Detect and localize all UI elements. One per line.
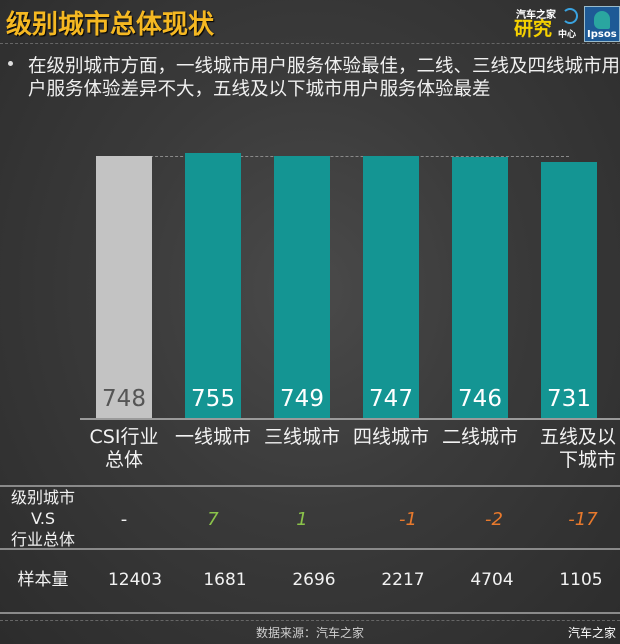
category-line-1: 五线及以 xyxy=(539,426,616,448)
sample-value: 12403 xyxy=(107,570,163,590)
page-title: 级别城市总体现状 xyxy=(6,10,215,40)
diff-value: 7 xyxy=(207,509,219,530)
bar-csi-total: 748 xyxy=(96,156,152,418)
benchmark-line xyxy=(125,156,569,157)
autohome-research-logo: 汽车之家 研究 中心 xyxy=(514,6,580,42)
ipsos-logo-text: Ipsos xyxy=(587,29,617,40)
logo-center-text: 中心 xyxy=(558,30,577,40)
category-label: 三线城市 xyxy=(256,426,348,449)
category-line-1: CSI行业 xyxy=(89,426,159,448)
x-axis xyxy=(80,418,620,420)
bar-value: 746 xyxy=(458,386,502,412)
bar-tier3: 749 xyxy=(274,156,330,418)
logo-autohome-text: 汽车之家 xyxy=(516,10,556,21)
category-label: 一线城市 xyxy=(167,426,259,449)
data-source: 数据来源：汽车之家 xyxy=(255,626,364,640)
title-divider xyxy=(0,43,620,44)
category-label: 四线城市 xyxy=(345,426,437,449)
diff-value: -17 xyxy=(568,509,598,530)
sample-value: 1681 xyxy=(203,570,247,590)
category-label: 二线城市 xyxy=(434,426,526,449)
bar-tier1: 755 xyxy=(185,153,241,418)
category-line-1: 四线城市 xyxy=(352,426,429,448)
bar-tier2: 746 xyxy=(452,157,508,418)
table-divider-middle xyxy=(0,548,620,550)
bar-tier5-below: 731 xyxy=(541,162,597,418)
table-divider-bottom xyxy=(0,612,620,614)
ipsos-head-icon xyxy=(594,11,610,29)
category-line-1: 一线城市 xyxy=(174,426,251,448)
diff-value: -1 xyxy=(399,509,417,530)
bullet-icon xyxy=(8,61,13,66)
sample-value: 4704 xyxy=(470,570,514,590)
category-line-2: 总体 xyxy=(104,449,143,471)
table-divider-top xyxy=(0,485,620,487)
category-line-2: 下城市 xyxy=(558,449,616,471)
bar-tier4: 747 xyxy=(363,156,419,418)
ipsos-logo: Ipsos xyxy=(584,6,620,42)
bar-value: 755 xyxy=(191,386,235,412)
diff-value: - xyxy=(120,509,128,530)
sample-row-label: 样本量 xyxy=(17,570,69,590)
category-label: CSI行业 总体 xyxy=(78,426,170,472)
diff-row-label: 级别城市 V.S 行业总体 xyxy=(0,487,86,550)
category-line-1: 三线城市 xyxy=(263,426,340,448)
summary-text: 在级别城市方面，一线城市用户服务体验最佳，二线、三线及四线城市用户服务体验差异不… xyxy=(28,56,620,100)
bar-value: 749 xyxy=(280,386,324,412)
category-line-1: 二线城市 xyxy=(441,426,518,448)
diff-value: -2 xyxy=(485,509,503,530)
watermark: 汽车之家 xyxy=(567,626,616,640)
bar-value: 747 xyxy=(369,386,413,412)
footer-divider xyxy=(0,620,620,621)
row-label-line: 级别城市 xyxy=(10,488,75,507)
sample-value: 2696 xyxy=(292,570,336,590)
diff-value: 1 xyxy=(296,509,308,530)
sample-value: 1105 xyxy=(559,570,603,590)
bar-value: 731 xyxy=(547,386,591,412)
row-label-line: V.S xyxy=(30,509,56,528)
sample-value: 2217 xyxy=(381,570,425,590)
category-label: 五线及以 下城市 xyxy=(524,426,616,472)
logo-research-text: 研究 xyxy=(514,18,553,40)
row-label-line: 行业总体 xyxy=(10,530,75,549)
bar-value: 748 xyxy=(102,386,146,412)
swirl-icon xyxy=(562,8,578,24)
